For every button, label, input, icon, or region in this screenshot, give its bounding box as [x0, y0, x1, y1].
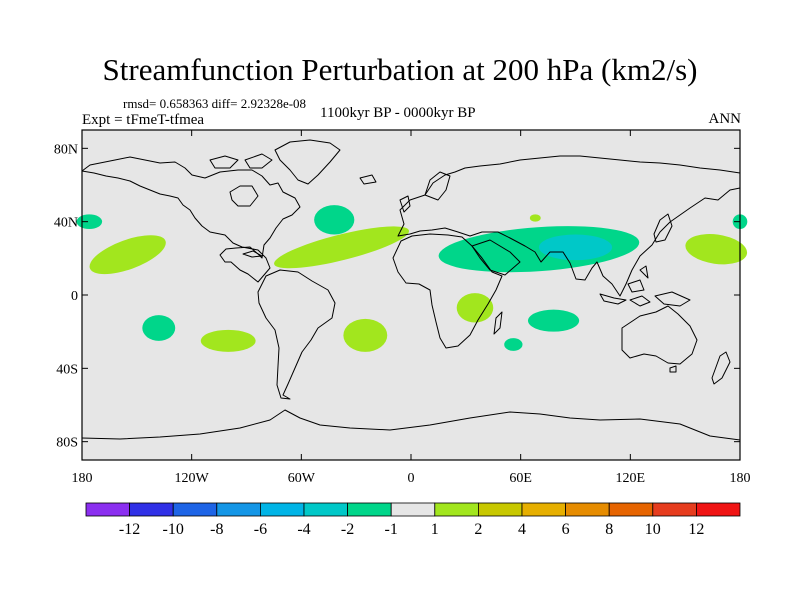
coastline-hudson-bay: [229, 185, 259, 207]
anomaly-stronger-negative-tibet: [538, 234, 613, 261]
map-background: [82, 130, 740, 460]
coastline-arabia: [471, 239, 521, 276]
colorbar-box: [521, 502, 566, 517]
map-axes: 80N 40N 0 40S 80S 180 120W 60W 0 60E 120E 180: [54, 130, 751, 486]
stats-line: rmsd= 0.658363 diff= 2.92328e-08: [123, 96, 307, 111]
coastline-antarctica: [81, 409, 741, 441]
colorbar-box: [303, 502, 348, 517]
anomaly-positive-e-pacific: [89, 235, 166, 275]
colorbar: -12 -10 -8 -6 -4 -2 -1 1 2 4 6 8 10 12: [85, 502, 741, 538]
experiment-label: Expt = tFmeT-tfmea: [82, 112, 205, 128]
lat-tick-label: 80S: [56, 436, 78, 451]
colorbar-label: -12: [119, 521, 140, 538]
coastline-british-isles: [399, 195, 411, 213]
anomaly-negative-s-pacific: [142, 315, 176, 341]
map-layer: 80N 40N 0 40S 80S 180 120W 60W 0 60E 120E 180: [54, 129, 751, 486]
colorbar-label: -6: [254, 521, 267, 538]
colorbar-box: [390, 502, 436, 517]
coastline-scandinavia: [424, 171, 451, 201]
period-label: 1100kyr BP - 0000kyr BP: [320, 105, 476, 121]
colorbar-box: [652, 502, 697, 517]
coastline-greenland: [274, 139, 341, 185]
lon-tick-label: 120W: [175, 471, 210, 486]
lat-tick-label: 40N: [54, 216, 78, 231]
anomaly-negative-w-atlantic: [314, 205, 355, 235]
coastline-japan: [653, 213, 673, 243]
anomaly-positive-e-africa: [456, 293, 494, 323]
lon-tick-label: 180: [730, 471, 751, 486]
anomaly-layer: [76, 205, 748, 352]
colorbar-label: 10: [645, 521, 661, 538]
colorbar-label: 8: [605, 521, 613, 538]
anomaly-negative-s-indian-ocean: [527, 309, 580, 332]
colorbar-box: [216, 502, 261, 517]
coastline-iceland: [359, 174, 377, 185]
colorbar-label: -4: [297, 521, 310, 538]
anomaly-positive-atlantic-band: [274, 226, 410, 269]
coastline-indonesia: [599, 265, 691, 307]
colorbar-label: 12: [688, 521, 704, 538]
anomaly-negative-nw-pacific-edge: [76, 214, 103, 230]
colorbar-box: [565, 502, 610, 517]
anomaly-positive-nw-pacific: [685, 234, 748, 265]
coastline-caribbean: [242, 250, 263, 258]
colorbar-box: [434, 502, 479, 517]
lat-tick-label: 0: [71, 289, 78, 304]
colorbar-label: -2: [341, 521, 354, 538]
coastline-eurasia: [397, 155, 741, 297]
lon-tick-label: 60W: [288, 471, 316, 486]
anomaly-positive-s-atlantic: [343, 318, 388, 352]
coastline-madagascar: [493, 311, 503, 335]
lon-tick-label: 180: [72, 471, 93, 486]
colorbar-box: [608, 502, 654, 517]
colorbar-label: -10: [163, 521, 184, 538]
anomaly-negative-madagascar-south: [504, 338, 523, 351]
season-label: ANN: [708, 111, 742, 127]
coastline-africa: [392, 233, 503, 349]
coastline-south-america: [257, 269, 336, 400]
coastline-tasmania: [669, 365, 677, 373]
colorbar-box: [347, 502, 392, 517]
anomaly-positive-central-asia: [529, 214, 541, 222]
lon-tick-label: 0: [408, 471, 415, 486]
colorbar-label: -8: [210, 521, 223, 538]
colorbar-box: [129, 502, 174, 517]
colorbar-box: [259, 502, 305, 517]
colorbar-label: 2: [474, 521, 482, 538]
anomaly-positive-s-pacific: [200, 329, 256, 352]
coastline-arctic-islands: [209, 153, 273, 169]
coastlines: [81, 139, 741, 441]
lon-tick-label: 60E: [509, 471, 532, 486]
coastline-north-america: [81, 156, 301, 283]
coastline-australia: [621, 305, 698, 365]
colorbar-label: 1: [431, 521, 439, 538]
colorbar-box: [172, 502, 218, 517]
colorbar-box: [696, 502, 741, 517]
lon-tick-label: 120E: [616, 471, 646, 486]
colorbar-label: 4: [518, 521, 526, 538]
colorbar-box: [477, 502, 523, 517]
colorbar-label: 6: [562, 521, 570, 538]
lat-tick-label: 80N: [54, 142, 78, 157]
lat-tick-label: 40S: [56, 362, 78, 377]
plot-title: Streamfunction Perturbation at 200 hPa (…: [102, 52, 698, 87]
colorbar-label: -1: [385, 521, 398, 538]
coastline-new-zealand: [711, 351, 731, 385]
colorbar-box: [85, 502, 130, 517]
